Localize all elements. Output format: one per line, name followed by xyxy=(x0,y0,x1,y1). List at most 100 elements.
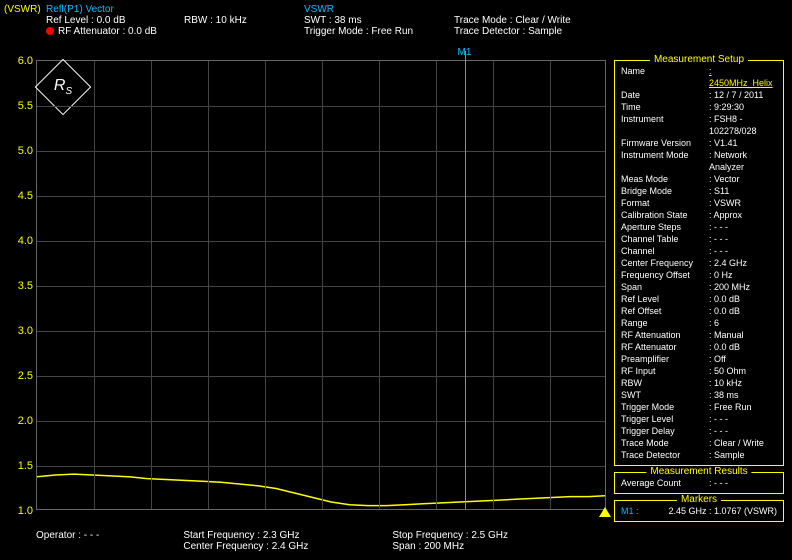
avg-count-label: Average Count xyxy=(621,477,709,489)
refl-label: Refl(P1) Vector xyxy=(46,4,184,15)
setup-value: : 0 Hz xyxy=(709,269,777,281)
setup-key: RBW xyxy=(621,377,709,389)
setup-value: : - - - xyxy=(709,221,777,233)
setup-row: Trigger Delay: - - - xyxy=(621,425,777,437)
setup-key: Preamplifier xyxy=(621,353,709,365)
setup-value: : V1.41 xyxy=(709,137,777,149)
setup-title: Measurement Setup xyxy=(650,54,748,65)
setup-value: : FSH8 - 102278/028 xyxy=(709,113,777,137)
setup-row: Date: 12 / 7 / 2011 xyxy=(621,89,777,101)
markers-box: Markers M1 : 2.45 GHz : 1.0767 (VSWR) xyxy=(614,500,784,522)
setup-row: Frequency Offset: 0 Hz xyxy=(621,269,777,281)
center-freq: Center Frequency : 2.4 GHz xyxy=(183,541,308,552)
setup-key: Range xyxy=(621,317,709,329)
vswr-trace xyxy=(37,61,605,509)
setup-row: Bridge Mode: S11 xyxy=(621,185,777,197)
marker-triangle-icon xyxy=(599,507,611,517)
setup-key: Span xyxy=(621,281,709,293)
marker-label: M1 xyxy=(458,47,472,58)
setup-key: Trigger Mode xyxy=(621,401,709,413)
setup-box: Measurement Setup Name: 2450MHz_HelixDat… xyxy=(614,60,784,466)
ref-level-value: : 0.0 dB xyxy=(91,15,125,26)
setup-row: Name: 2450MHz_Helix xyxy=(621,65,777,89)
markers-title: Markers xyxy=(677,494,721,505)
setup-value: : 0.0 dB xyxy=(709,305,777,317)
setup-row: Center Frequency: 2.4 GHz xyxy=(621,257,777,269)
setup-value: : 50 Ohm xyxy=(709,365,777,377)
side-panel: Measurement Setup Name: 2450MHz_HelixDat… xyxy=(614,60,784,528)
results-title: Measurement Results xyxy=(646,466,751,477)
swt-label: SWT : 38 ms xyxy=(304,15,454,26)
setup-key: Firmware Version xyxy=(621,137,709,149)
setup-row: Span: 200 MHz xyxy=(621,281,777,293)
setup-value: : 12 / 7 / 2011 xyxy=(709,89,777,101)
setup-key: Date xyxy=(621,89,709,101)
setup-key: RF Attenuator xyxy=(621,341,709,353)
setup-key: Meas Mode xyxy=(621,173,709,185)
setup-value: : 0.0 dB xyxy=(709,293,777,305)
setup-key: Calibration State xyxy=(621,209,709,221)
setup-value: : 200 MHz xyxy=(709,281,777,293)
setup-key: Trigger Level xyxy=(621,413,709,425)
setup-row: RBW: 10 kHz xyxy=(621,377,777,389)
setup-value: : Clear / Write xyxy=(709,437,777,449)
setup-row: Preamplifier: Off xyxy=(621,353,777,365)
rbw-label: RBW : 10 kHz xyxy=(184,15,304,26)
setup-value: : Vector xyxy=(709,173,777,185)
setup-key: Trace Mode xyxy=(621,437,709,449)
setup-key: Channel xyxy=(621,245,709,257)
ytick-label: 2.0 xyxy=(7,415,33,427)
setup-row: Ref Level: 0.0 dB xyxy=(621,293,777,305)
setup-value: : Manual xyxy=(709,329,777,341)
ytick-label: 3.0 xyxy=(7,325,33,337)
ytick-label: 4.5 xyxy=(7,190,33,202)
setup-row: Trigger Level: - - - xyxy=(621,413,777,425)
chart-area: RS 1.01.52.02.53.03.54.04.55.05.56.0M1 xyxy=(36,60,606,510)
setup-key: Ref Offset xyxy=(621,305,709,317)
rf-att-label: RF Attenuator : 0.0 dB xyxy=(46,26,184,37)
setup-key: Trace Detector xyxy=(621,449,709,461)
trace-mode-label: Trace Mode : Clear / Write xyxy=(454,15,624,26)
marker-m1-label: M1 : xyxy=(621,505,647,517)
results-box: Measurement Results Average Count : - - … xyxy=(614,472,784,494)
setup-key: RF Attenuation xyxy=(621,329,709,341)
operator-label: Operator : - - - xyxy=(36,530,99,552)
setup-value: : Network Analyzer xyxy=(709,149,777,173)
setup-value: : - - - xyxy=(709,413,777,425)
setup-key: Instrument Mode xyxy=(621,149,709,173)
setup-row: Instrument: FSH8 - 102278/028 xyxy=(621,113,777,137)
setup-row: Range: 6 xyxy=(621,317,777,329)
ytick-label: 3.5 xyxy=(7,280,33,292)
ytick-label: 1.5 xyxy=(7,460,33,472)
setup-value: : Free Run xyxy=(709,401,777,413)
setup-row: Firmware Version: V1.41 xyxy=(621,137,777,149)
setup-key: Frequency Offset xyxy=(621,269,709,281)
setup-row: Channel Table: - - - xyxy=(621,233,777,245)
setup-value: : 9:29:30 xyxy=(709,101,777,113)
setup-value: : Sample xyxy=(709,449,777,461)
setup-row: Time: 9:29:30 xyxy=(621,101,777,113)
setup-value: : Off xyxy=(709,353,777,365)
setup-value: : S11 xyxy=(709,185,777,197)
setup-row: RF Input: 50 Ohm xyxy=(621,365,777,377)
ytick-label: 6.0 xyxy=(7,55,33,67)
ytick-label: 1.0 xyxy=(7,505,33,517)
setup-value: : 0.0 dB xyxy=(709,341,777,353)
setup-row: Aperture Steps: - - - xyxy=(621,221,777,233)
setup-value: : 2450MHz_Helix xyxy=(709,65,777,89)
setup-value: : - - - xyxy=(709,233,777,245)
setup-key: Time xyxy=(621,101,709,113)
span-label: Span : 200 MHz xyxy=(392,541,508,552)
setup-key: Format xyxy=(621,197,709,209)
avg-count-value: : - - - xyxy=(709,477,777,489)
setup-row: Calibration State: Approx xyxy=(621,209,777,221)
setup-value: : - - - xyxy=(709,425,777,437)
setup-value: : VSWR xyxy=(709,197,777,209)
setup-row: Format: VSWR xyxy=(621,197,777,209)
header: (VSWR) Refl(P1) Vector Ref Level : 0.0 d… xyxy=(4,4,788,37)
ytick-label: 5.0 xyxy=(7,145,33,157)
setup-row: Trace Detector: Sample xyxy=(621,449,777,461)
bottom-info: Operator : - - - Start Frequency : 2.3 G… xyxy=(36,530,612,552)
setup-value: : 10 kHz xyxy=(709,377,777,389)
setup-value: : Approx xyxy=(709,209,777,221)
